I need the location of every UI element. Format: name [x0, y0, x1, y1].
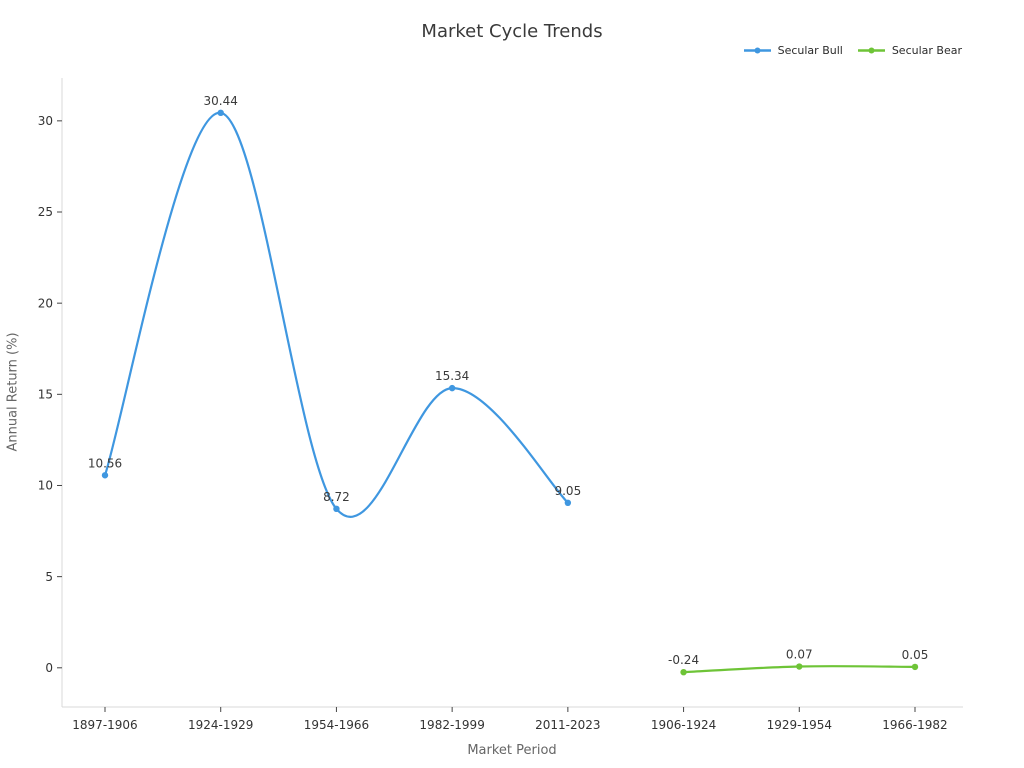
data-point-label: 10.56 — [88, 456, 122, 470]
data-point-label: 0.07 — [786, 648, 813, 662]
data-point-secular-bull — [448, 384, 456, 392]
legend-label-secular-bull: Secular Bull — [777, 44, 843, 57]
chart-title: Market Cycle Trends — [421, 21, 603, 42]
data-point-label: 30.44 — [204, 94, 238, 108]
x-tick-label: 1924-1929 — [188, 718, 253, 732]
x-tick-label: 1929-1954 — [767, 718, 832, 732]
data-point-secular-bull — [101, 472, 109, 479]
data-point-label: 15.34 — [435, 369, 469, 383]
legend-label-secular-bear: Secular Bear — [891, 44, 962, 57]
data-point-label: -0.24 — [668, 653, 699, 667]
data-point-secular-bear — [680, 668, 687, 676]
legend: Secular Bull Secular Bear — [743, 45, 962, 56]
legend-line-marker-icon — [743, 47, 771, 54]
data-point-secular-bear — [911, 663, 919, 671]
series-line-secular-bull — [103, 111, 569, 518]
data-point-label: 9.05 — [554, 484, 581, 498]
data-point-label: 8.72 — [323, 490, 350, 504]
x-axis-title: Market Period — [467, 743, 557, 758]
x-tick-label: 1966-1982 — [882, 718, 947, 732]
y-tick-label: 20 — [38, 296, 53, 310]
x-tick-label: 1982-1999 — [419, 718, 484, 732]
y-tick-label: 5 — [45, 570, 53, 584]
x-tick-label: 1954-1966 — [304, 718, 369, 732]
legend-item-secular-bear: Secular Bear — [857, 45, 962, 56]
y-axis-title: Annual Return (%) — [5, 332, 21, 452]
data-point-secular-bull — [217, 109, 224, 117]
legend-line-marker-icon — [857, 47, 885, 54]
legend-item-secular-bull: Secular Bull — [743, 45, 843, 56]
data-point-secular-bull — [333, 505, 340, 513]
y-tick-label: 0 — [45, 661, 53, 675]
x-tick-label: 2011-2023 — [535, 718, 600, 732]
data-point-secular-bull — [564, 499, 572, 507]
data-point-secular-bear — [796, 663, 803, 670]
x-tick-label: 1906-1924 — [651, 718, 716, 732]
y-tick-label: 15 — [38, 388, 53, 402]
y-tick-label: 30 — [38, 114, 53, 128]
y-tick-label: 25 — [38, 205, 53, 219]
data-point-label: 0.05 — [902, 648, 929, 662]
x-tick-label: 1897-1906 — [72, 718, 137, 732]
y-tick-label: 10 — [38, 479, 53, 493]
